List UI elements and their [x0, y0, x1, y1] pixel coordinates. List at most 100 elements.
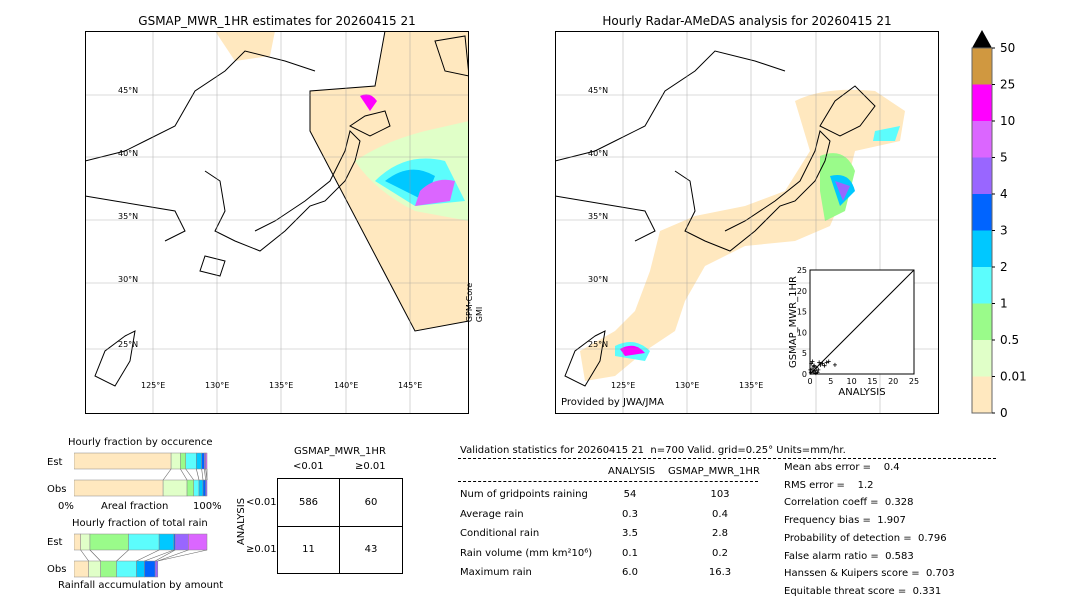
lon-label: 145°E	[398, 381, 423, 390]
stat-label: Average rain	[460, 508, 524, 520]
score: RMS error = 1.2	[784, 479, 874, 491]
right-map-title: Hourly Radar-AMeDAS analysis for 2026041…	[602, 14, 892, 28]
cell: 586	[298, 497, 319, 508]
scatter-inset: 00 5 5 10 10 15 15 20 20 25 25 ANALYSIS GSMAP_MWR_1H…	[788, 266, 919, 398]
contingency-table: 586 60 11 43	[277, 478, 403, 574]
colorbar-segment	[972, 267, 992, 304]
score: Equitable threat score = 0.331	[784, 585, 942, 597]
bar-segment	[74, 533, 81, 551]
bar-segment	[144, 560, 156, 578]
total-rain-title: Hourly fraction of total rain	[72, 518, 208, 529]
scatter-point	[814, 365, 819, 370]
lon-label: 140°E	[334, 381, 359, 390]
bar-segment	[202, 479, 206, 497]
stat-label: Rain volume (mm km²10⁶)	[460, 547, 593, 559]
occurrence-bars	[74, 452, 208, 497]
bar-segment	[136, 560, 145, 578]
left-map-title: GSMAP_MWR_1HR estimates for 20260415 21	[138, 14, 416, 28]
connector-line	[154, 549, 176, 562]
stat-b: 0.4	[712, 508, 728, 520]
colorbar-segment	[972, 376, 992, 413]
stats-header: Validation statistics for 20260415 21 n=…	[460, 445, 846, 456]
bar-segment	[196, 452, 202, 470]
connector-line	[80, 549, 89, 562]
bar-segment	[185, 452, 197, 470]
occurrence-title: Hourly fraction by occurence	[68, 437, 213, 448]
connector-line	[204, 468, 206, 481]
stat-a: 54	[623, 489, 637, 500]
x-tick-100: 100%	[193, 501, 222, 512]
rainfall-accumulation-label: Rainfall accumulation by amount	[58, 580, 224, 591]
score: Frequency bias = 1.907	[784, 515, 906, 527]
connector-line	[180, 468, 188, 481]
bar-segment	[186, 479, 194, 497]
left-map	[85, 31, 469, 414]
row-label: ≥0.01	[246, 544, 277, 555]
connector-line	[144, 549, 174, 562]
colorbar-tick-label: 0.5	[1000, 333, 1019, 347]
bar-segment	[162, 479, 188, 497]
colorbar-segment	[972, 303, 992, 340]
stat-a: 0.3	[622, 508, 638, 520]
connector-line	[116, 549, 129, 562]
score: False alarm ratio = 0.583	[784, 550, 914, 562]
obs-label: Obs	[47, 564, 67, 575]
stat-b: 103	[710, 489, 730, 500]
bar-segment	[116, 560, 137, 578]
bar-segment	[74, 560, 89, 578]
col-label: <0.01	[293, 461, 324, 472]
left-gridlines	[85, 31, 469, 414]
bar-segment	[74, 452, 172, 470]
lat-label: 45°N	[588, 86, 609, 95]
scatter-point	[812, 363, 817, 368]
bar-segment	[205, 452, 208, 470]
scatter-point	[808, 370, 813, 375]
left-swath	[215, 31, 469, 332]
y-axis-label: GSMAP_MWR_1HR	[788, 276, 799, 368]
connector-line	[89, 549, 101, 562]
scatter-point	[811, 364, 816, 369]
y-tick-label: 5	[802, 349, 807, 358]
lat-label: 40°N	[588, 149, 609, 158]
bar-segment	[170, 452, 181, 470]
x-tick-label: 15	[867, 377, 877, 386]
diagonal-line	[809, 269, 915, 375]
cell: 60	[364, 497, 378, 508]
stat-label: Num of gridpoints raining	[460, 489, 588, 500]
scatter-point	[816, 367, 821, 372]
scatter-point	[808, 367, 813, 372]
x-tick-label: 5	[828, 377, 833, 386]
y-tick-label: 15	[797, 308, 807, 317]
connector-line	[185, 468, 194, 481]
colorbar-tick-label: 50	[1000, 41, 1015, 55]
colorbar-tick-label: 0	[1000, 406, 1008, 420]
scatter-point	[809, 361, 814, 366]
lon-label: 135°E	[739, 381, 764, 390]
x-axis-label: ANALYSIS	[838, 387, 885, 398]
lon-label: 130°E	[675, 381, 700, 390]
bar-segment	[74, 479, 164, 497]
lat-label: 30°N	[588, 275, 609, 284]
lon-label: 135°E	[269, 381, 294, 390]
lat-label: 25°N	[588, 340, 609, 349]
colorbar: 0 0.01 0.5 1 2 3 4 5 10 25 50	[971, 30, 1027, 420]
colorbar-tick-label: 25	[1000, 78, 1015, 92]
bar-segment	[158, 533, 175, 551]
bar-segment	[100, 560, 117, 578]
bar-segment	[193, 479, 200, 497]
bar-segment	[201, 452, 205, 470]
x-tick-label: 0	[807, 377, 812, 386]
sensor-label: GPM-Core	[465, 282, 475, 323]
scatter-point	[826, 359, 831, 364]
scatter-point	[812, 368, 817, 373]
x-tick-0: 0%	[58, 501, 74, 512]
stat-a: 0.1	[622, 547, 638, 559]
colorbar-tick-label: 1	[1000, 297, 1008, 311]
y-tick-label: 20	[797, 287, 807, 296]
colorbar-segment	[972, 48, 992, 85]
row-label: <0.01	[246, 497, 277, 508]
x-tick-label: 10	[847, 377, 857, 386]
colorbar-tick-label: 5	[1000, 151, 1008, 165]
bar-segment	[188, 533, 208, 551]
